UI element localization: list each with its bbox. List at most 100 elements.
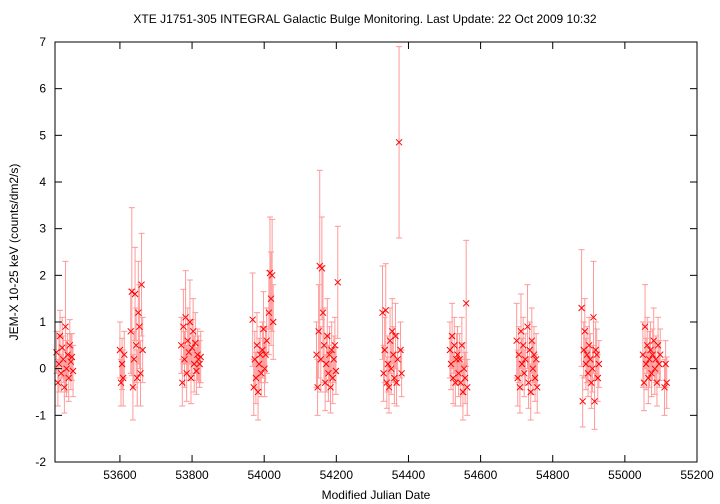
data-point [586, 355, 594, 363]
data-point [193, 367, 200, 375]
data-point [186, 318, 194, 326]
data-point [178, 379, 186, 387]
data-point [63, 365, 70, 373]
data-point [120, 351, 128, 359]
x-tick-label: 54800 [536, 468, 570, 482]
data-point [133, 374, 141, 382]
data-point [317, 355, 325, 363]
data-point [131, 290, 139, 298]
data-point [334, 278, 342, 286]
data-point [460, 365, 468, 373]
data-point [380, 369, 387, 377]
data-point [130, 355, 138, 363]
data-point [319, 309, 327, 317]
data-point [61, 383, 68, 391]
data-point [644, 374, 652, 382]
data-point [450, 341, 458, 349]
data-point [256, 351, 264, 359]
data-point [386, 337, 394, 345]
data-point [590, 313, 597, 321]
data-point [139, 346, 146, 354]
x-axis-ticks: 53600 53800 54000 54200 54400 54600 54800 55000… [103, 42, 714, 482]
data-point [64, 351, 71, 359]
data-point [530, 351, 538, 359]
data-point [518, 360, 526, 368]
data-point [387, 365, 395, 373]
data-point [447, 360, 455, 368]
data-point [662, 360, 669, 368]
data-point [257, 369, 265, 377]
x-axis-label: Modified Julian Date [322, 488, 431, 502]
data-point [56, 332, 64, 340]
data-point [593, 351, 601, 359]
y-axis-ticks: -2 -1 0 1 2 3 4 5 6 7 [35, 35, 697, 469]
x-tick-label: 54400 [392, 468, 426, 482]
data-point [394, 355, 401, 363]
data-point [525, 379, 532, 387]
data-point [656, 351, 664, 359]
data-point [314, 383, 321, 391]
data-point [54, 379, 62, 387]
data-point [663, 379, 671, 387]
data-point [462, 299, 470, 307]
data-point [127, 327, 135, 335]
data-point [269, 318, 277, 326]
data-point [197, 353, 205, 361]
y-tick-label: 0 [39, 362, 46, 376]
data-point [463, 383, 471, 391]
y-tick-label: 5 [39, 128, 46, 142]
data-point [322, 360, 330, 368]
data-point [532, 355, 540, 363]
y-tick-label: 7 [39, 35, 46, 49]
data-point [177, 341, 185, 349]
data-point [580, 346, 588, 354]
data-point [185, 348, 193, 356]
data-point [520, 369, 528, 377]
data-point [639, 351, 647, 359]
data-point [383, 379, 391, 387]
data-point [649, 351, 656, 359]
error-bars [53, 46, 670, 430]
data-point [384, 360, 392, 368]
data-point [515, 351, 523, 359]
data-point [259, 346, 266, 354]
data-point [180, 323, 187, 331]
data-point [66, 341, 74, 349]
data-point [117, 379, 125, 387]
data-point [449, 374, 457, 382]
data-point [260, 325, 267, 333]
data-point [134, 309, 142, 317]
data-point [647, 346, 654, 354]
data-point [524, 323, 531, 331]
data-point [331, 341, 339, 349]
data-point [655, 360, 663, 368]
data-point [249, 316, 257, 324]
data-point [189, 327, 197, 335]
data-point [267, 295, 275, 303]
data-point [53, 348, 60, 356]
data-point [255, 360, 263, 368]
data-point [65, 374, 73, 382]
data-point [181, 355, 188, 363]
data-point [517, 327, 525, 335]
y-tick-label: 6 [39, 82, 46, 96]
data-point [252, 374, 260, 382]
y-tick-label: 2 [39, 268, 46, 282]
data-point [589, 365, 596, 373]
data-point [188, 344, 196, 352]
data-point [57, 369, 65, 377]
data-point [581, 327, 589, 335]
data-point [654, 341, 662, 349]
data-point [398, 369, 405, 377]
data-point [528, 337, 536, 345]
data-point [321, 379, 329, 387]
data-point [461, 374, 469, 382]
data-point [330, 355, 338, 363]
data-point [395, 138, 403, 146]
data-point [137, 369, 144, 377]
data-point [521, 355, 529, 363]
data-point [184, 337, 192, 345]
data-point [448, 332, 456, 340]
data-point [527, 388, 535, 396]
